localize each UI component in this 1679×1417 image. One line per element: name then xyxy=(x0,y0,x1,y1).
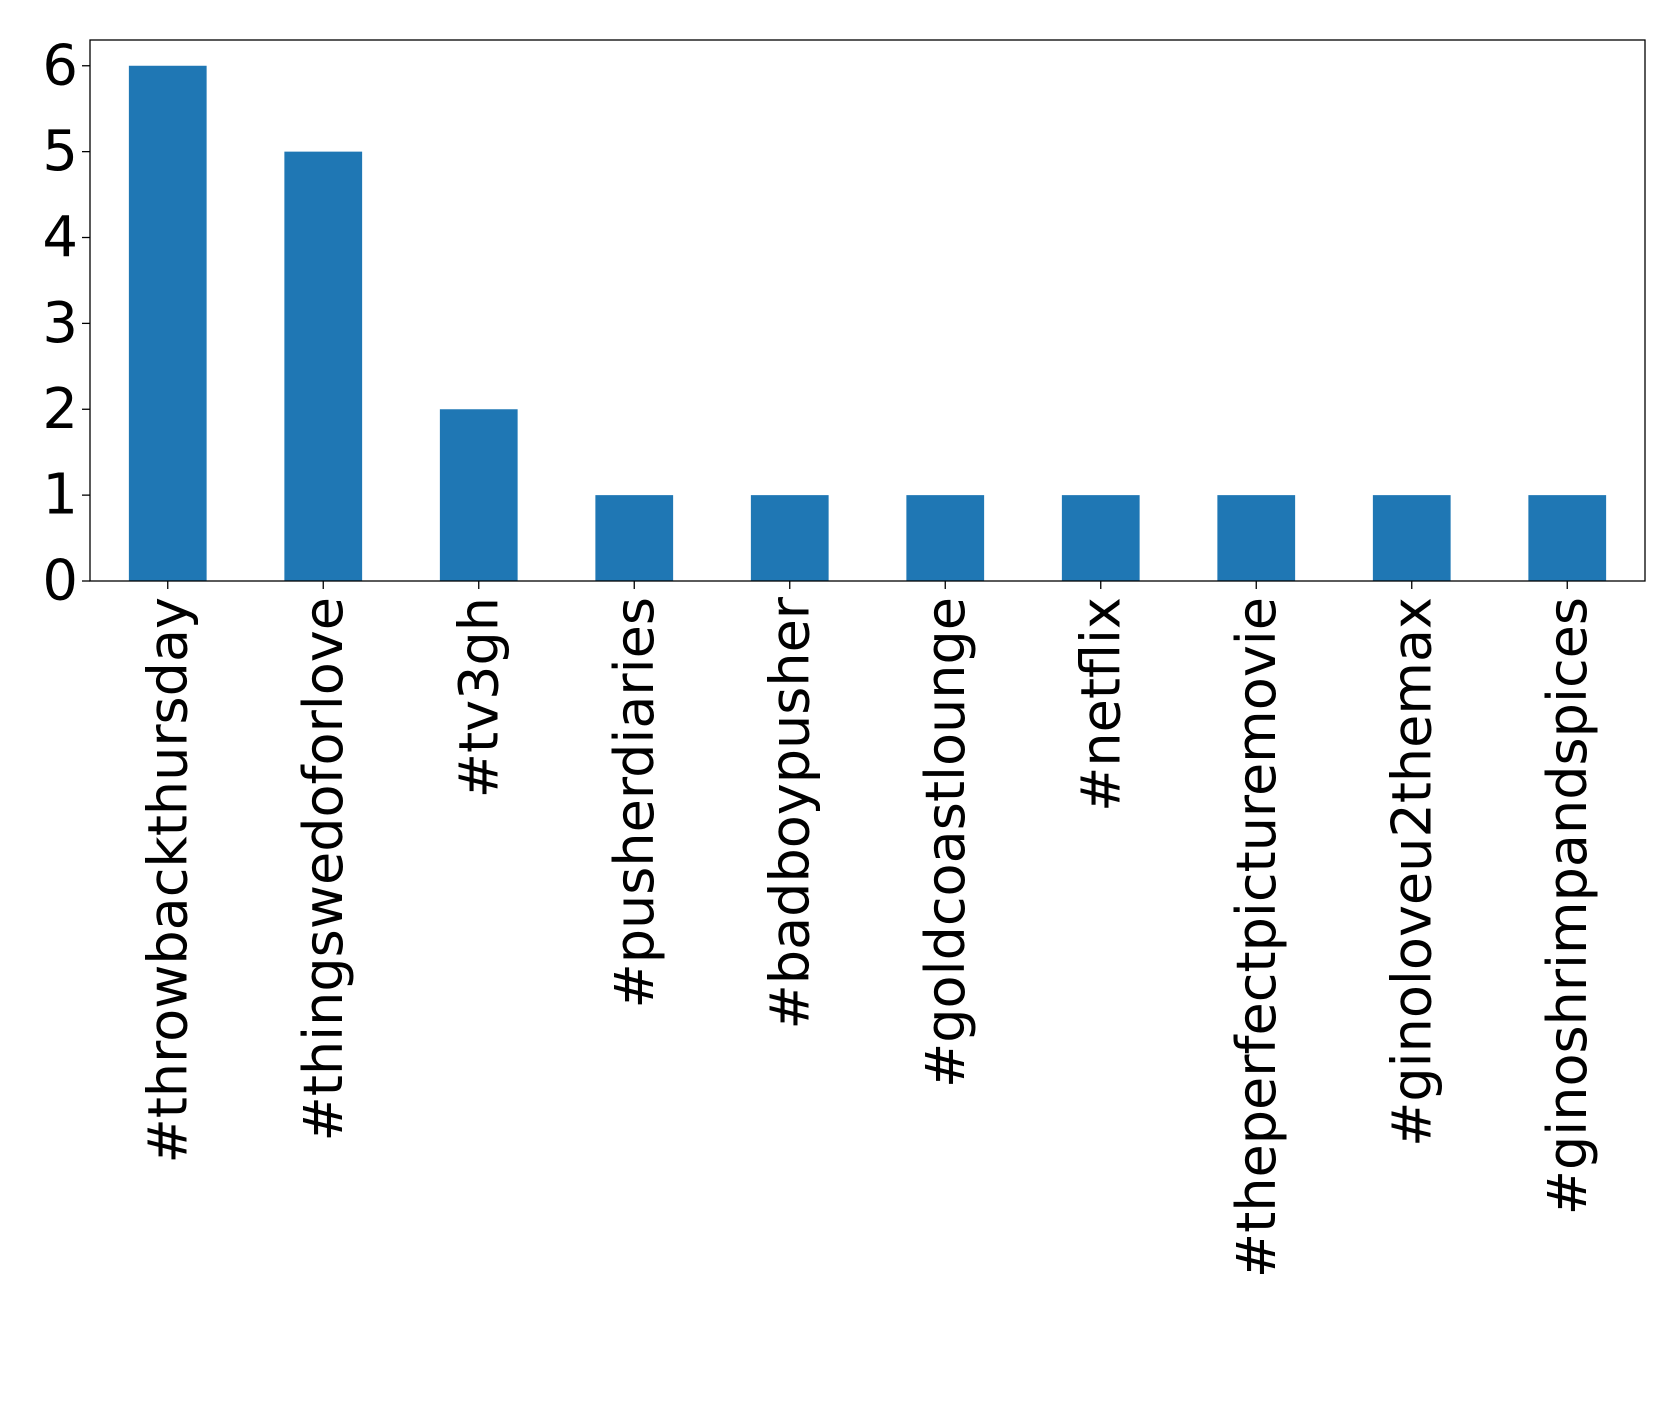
x-tick-label: #goldcoastlounge xyxy=(914,597,977,1088)
x-tick-label: #ginoloveu2themax xyxy=(1380,597,1443,1147)
bar-goldcoastlounge xyxy=(906,495,985,581)
bar-ginoloveu2themax xyxy=(1372,495,1451,581)
x-tick-label: #ginoshrimpandspices xyxy=(1536,597,1599,1215)
x-tick-label: #thingswedoforlove xyxy=(292,597,355,1141)
x-tick-label: #throwbackthursday xyxy=(136,597,199,1163)
bar-tv3gh xyxy=(439,409,518,581)
y-tick-label: 0 xyxy=(42,549,78,614)
bar-thingswedoforlove xyxy=(284,151,363,581)
bar-pusherdiaries xyxy=(595,495,674,581)
x-tick-label: #netflix xyxy=(1069,597,1132,812)
y-tick-label: 3 xyxy=(42,291,78,356)
y-tick-label: 1 xyxy=(42,463,78,528)
x-tick-label: #theperfectpicturemovie xyxy=(1225,597,1288,1278)
y-tick-label: 2 xyxy=(42,377,78,442)
y-tick-label: 5 xyxy=(42,119,78,184)
plot-frame xyxy=(89,39,1646,582)
bars-group xyxy=(128,65,1607,581)
y-tick-label: 6 xyxy=(42,33,78,98)
bar-theperfectpicturemovie xyxy=(1217,495,1296,581)
x-tick-label: #pusherdiaries xyxy=(603,597,666,1009)
x-tick-label: #badboypusher xyxy=(758,596,821,1029)
bar-throwbackthursday xyxy=(128,65,207,581)
bar-ginoshrimpandspices xyxy=(1528,495,1607,581)
bar-netflix xyxy=(1061,495,1140,581)
y-tick-label: 4 xyxy=(42,205,78,270)
bar-badboypusher xyxy=(750,495,829,581)
x-tick-label: #tv3gh xyxy=(447,597,510,798)
x-axis: #throwbackthursday #thingswedoforlove #tv3… xyxy=(136,581,1599,1278)
y-axis: 0 1 2 3 4 5 6 xyxy=(42,33,90,614)
